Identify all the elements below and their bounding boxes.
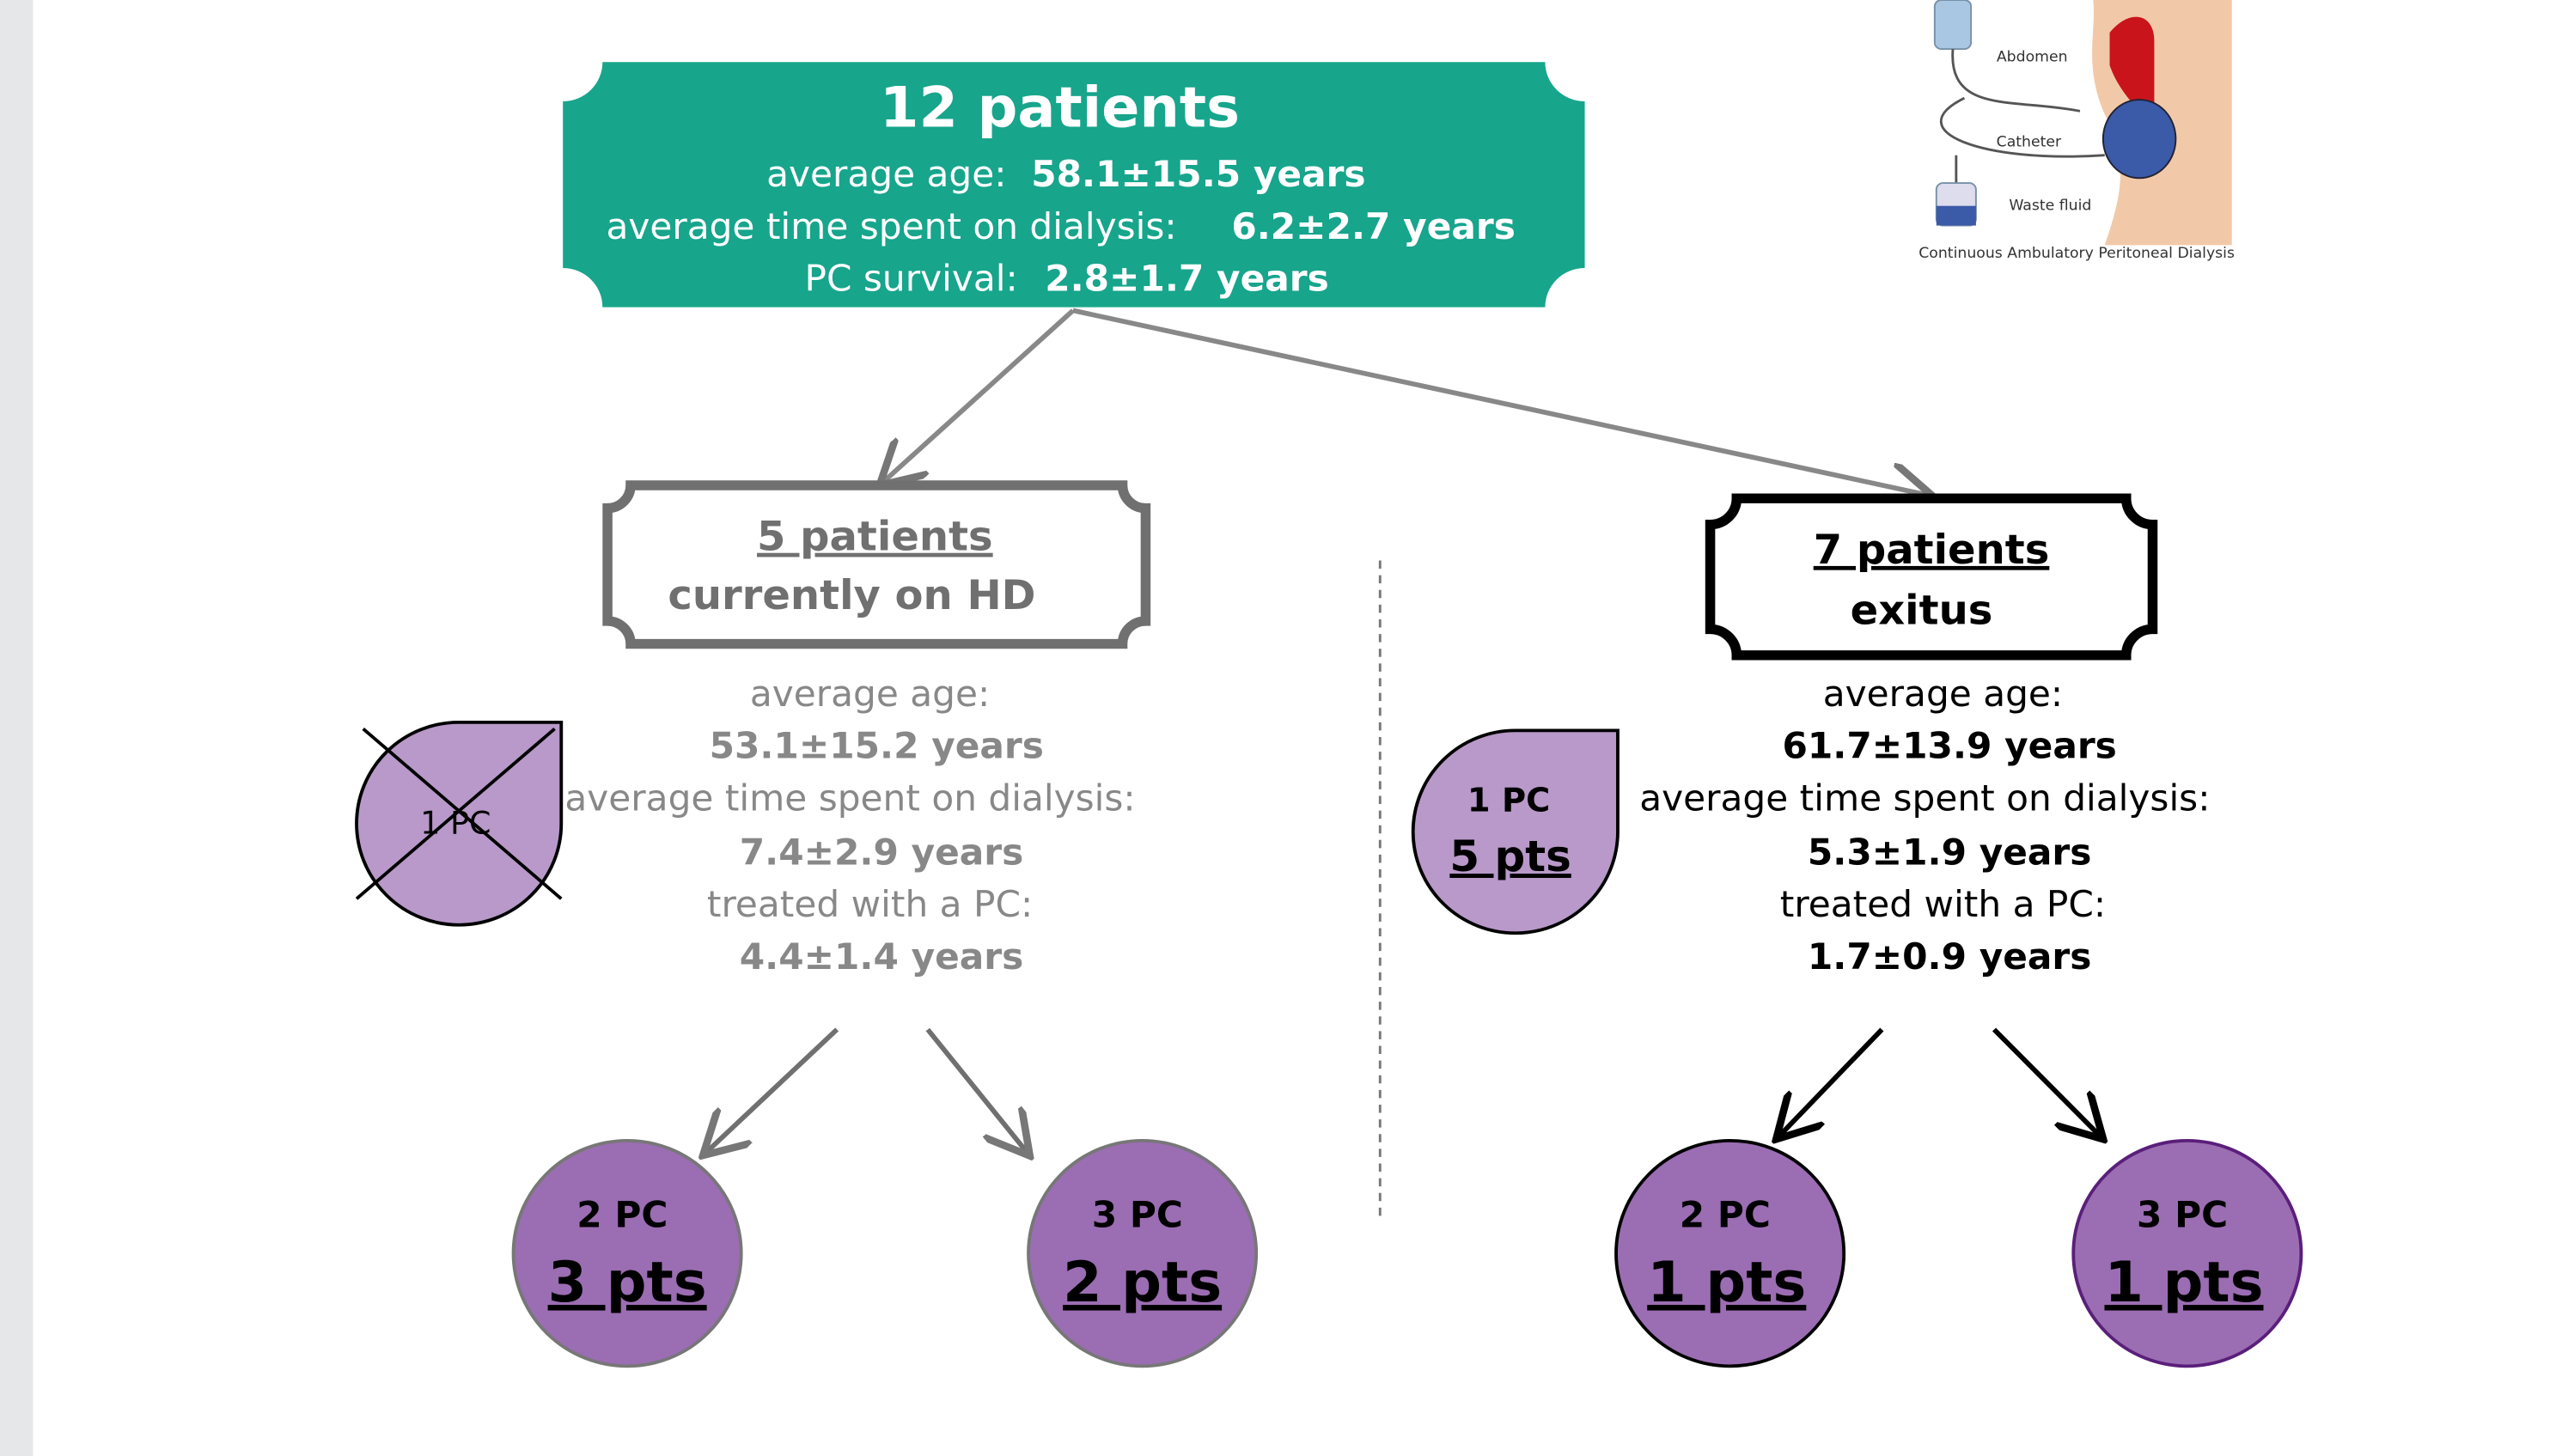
value: 6.2±2.7 years	[1231, 205, 1516, 247]
right-stats: average age: 61.7±13.9 years average tim…	[1639, 673, 2210, 978]
value: 1.7±0.9 years	[1808, 935, 2092, 978]
node-pts: 1 pts	[1647, 1251, 1806, 1315]
arrow	[883, 308, 1075, 482]
arrow	[706, 1027, 839, 1152]
label: Abdomen	[1997, 49, 2068, 66]
right-subtitle: exitus	[1851, 588, 1993, 635]
circle-node	[1614, 1138, 1846, 1368]
arrow	[925, 1027, 1027, 1152]
label: PC survival:	[805, 258, 1018, 300]
value: 53.1±15.2 years	[710, 725, 1044, 767]
node-pc: 2 PC	[576, 1194, 668, 1236]
top-box	[563, 62, 1585, 308]
value: 4.4±1.4 years	[740, 935, 1024, 978]
cross	[362, 728, 563, 900]
label: average time spent on dialysis:	[1639, 777, 2210, 819]
node-pc: 3 PC	[2137, 1194, 2228, 1236]
value: 58.1±15.5 years	[1031, 153, 1365, 195]
label: average age:	[1823, 673, 2063, 715]
label: average age:	[766, 153, 1006, 195]
label: treated with a PC:	[1780, 883, 2106, 925]
caption: Continuous Ambulatory Peritoneal Dialysi…	[1918, 245, 2235, 262]
top-text: 12 patients average age: 58.1±15.5 years…	[606, 76, 1515, 300]
node-pts: 3 pts	[548, 1251, 707, 1315]
node-pc: 2 PC	[1680, 1194, 1771, 1236]
circle-node	[511, 1138, 743, 1368]
side-bar	[0, 0, 34, 1456]
right-title: 7 patients	[1814, 527, 2050, 574]
circle-node	[2071, 1138, 2303, 1368]
left-stats: average age: 53.1±15.2 years average tim…	[564, 673, 1135, 978]
value: 7.4±2.9 years	[740, 832, 1024, 874]
drop-pc: 1 PC	[1467, 783, 1550, 820]
arrow	[1072, 308, 1928, 495]
arrow	[1992, 1027, 2100, 1136]
top-title: 12 patients	[880, 76, 1240, 141]
left-subtitle: currently on HD	[668, 572, 1035, 619]
label: average time spent on dialysis:	[606, 205, 1176, 247]
label: average time spent on dialysis:	[564, 777, 1135, 819]
cavity	[2101, 99, 2177, 180]
node-pts: 2 pts	[1063, 1251, 1222, 1315]
value: 61.7±13.9 years	[1782, 725, 2116, 767]
label: average age:	[750, 673, 990, 715]
drop	[1411, 728, 1620, 935]
tube	[1939, 48, 2105, 188]
label: Catheter	[1997, 134, 2062, 151]
bag	[1933, 0, 1973, 51]
node-pts: 1 pts	[2104, 1251, 2263, 1315]
right-box	[1705, 493, 2158, 661]
cross	[355, 728, 556, 900]
label: Waste fluid	[2009, 198, 2091, 215]
fluid	[1936, 205, 1976, 226]
arrow	[1779, 1027, 1884, 1136]
node-pc: 3 PC	[1092, 1194, 1183, 1236]
illustration: Abdomen Catheter Waste fluid Continuous …	[1918, 0, 2235, 262]
circle-node	[1027, 1138, 1259, 1368]
value: 5.3±1.9 years	[1808, 832, 2092, 874]
label: treated with a PC:	[707, 883, 1033, 925]
drop-pts: 5 pts	[1449, 832, 1571, 881]
value: 2.8±1.7 years	[1045, 258, 1329, 300]
left-box	[602, 480, 1151, 649]
left-title: 5 patients	[757, 514, 993, 561]
